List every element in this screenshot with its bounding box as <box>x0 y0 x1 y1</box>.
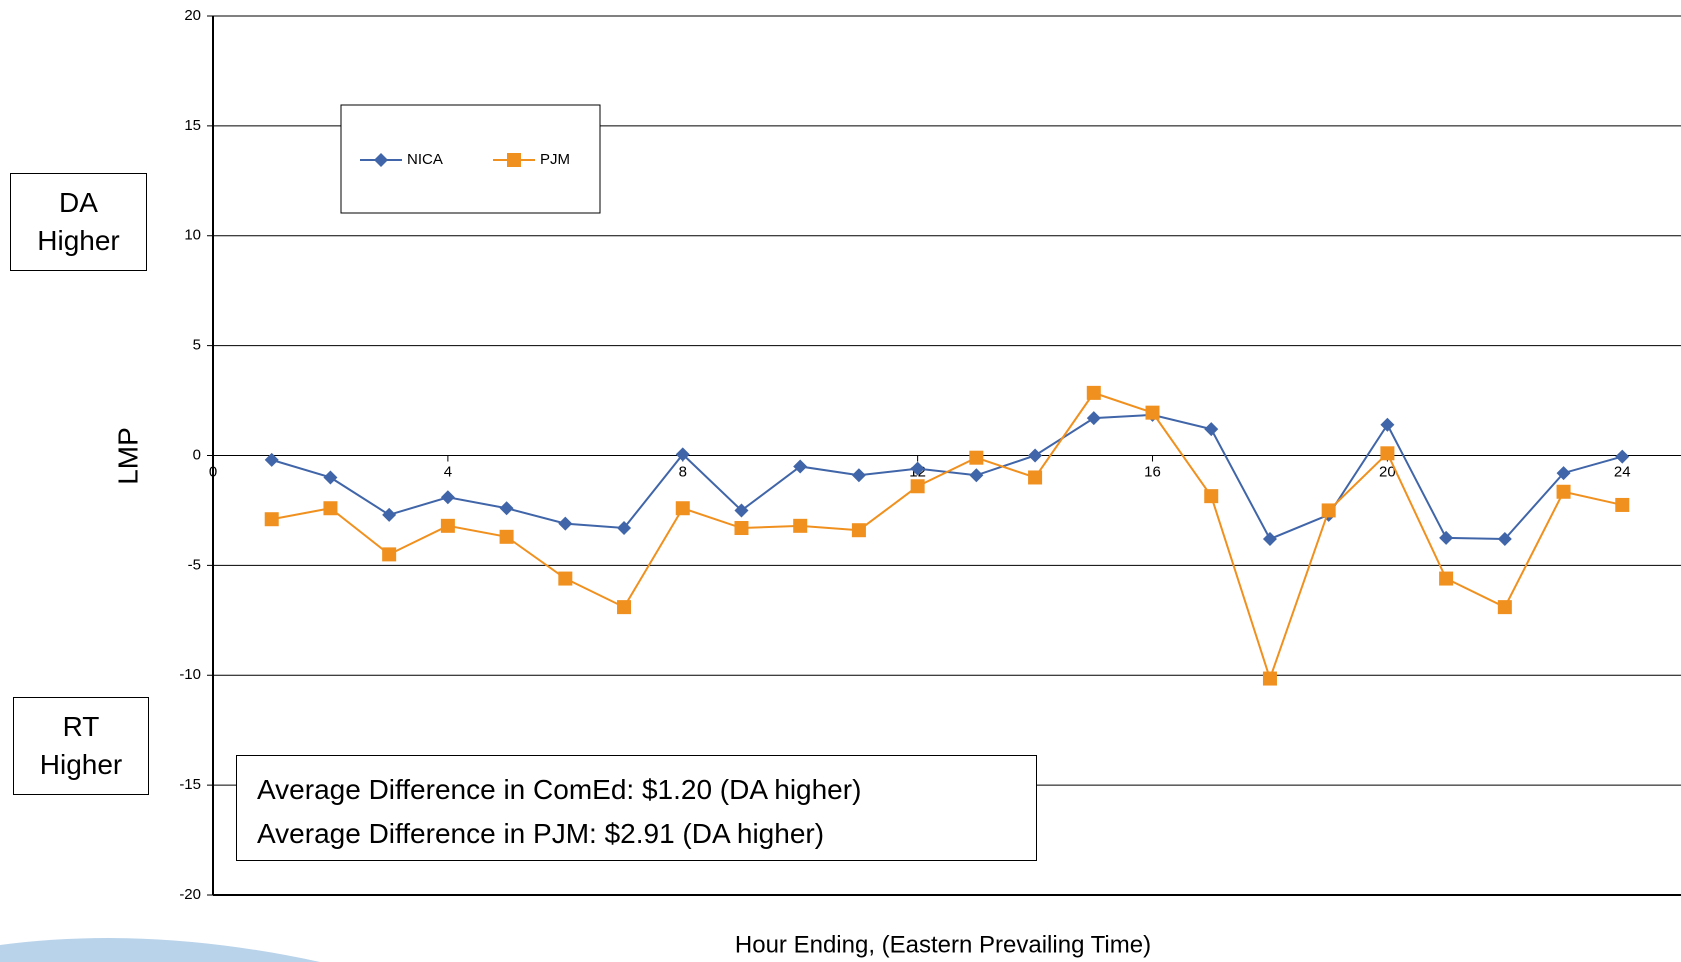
data-point <box>264 512 279 527</box>
data-point <box>617 521 632 536</box>
y-tick-label: 10 <box>184 227 201 244</box>
rt-higher-label: RT Higher <box>13 697 149 795</box>
x-tick-label: 0 <box>209 463 217 480</box>
series-line <box>271 391 1623 682</box>
x-tick-label: 20 <box>1379 463 1396 480</box>
data-point <box>969 468 984 483</box>
data-point <box>1556 466 1571 481</box>
data-point <box>323 501 338 516</box>
data-point <box>440 490 455 505</box>
data-point <box>969 450 984 465</box>
data-point <box>1556 484 1571 499</box>
data-point <box>1615 497 1630 512</box>
data-point <box>1497 600 1512 615</box>
decor-swoosh <box>0 937 320 962</box>
data-point <box>1615 449 1630 464</box>
data-point <box>1262 532 1277 547</box>
legend-marker <box>374 153 388 167</box>
data-point <box>558 571 573 586</box>
data-point <box>499 529 514 544</box>
data-point <box>617 600 632 615</box>
legend-label: PJM <box>540 151 570 168</box>
data-point <box>793 459 808 474</box>
data-point <box>1028 448 1043 463</box>
x-tick-label: 4 <box>444 463 452 480</box>
y-tick-label: 0 <box>193 446 201 463</box>
annotation: Average Difference in PJM: $2.91 (DA hig… <box>257 818 825 849</box>
x-tick-label: 8 <box>679 463 687 480</box>
data-point <box>734 503 749 518</box>
data-point <box>323 470 338 485</box>
data-point <box>1380 417 1395 432</box>
data-point <box>1145 405 1160 420</box>
legend-label: NICA <box>407 151 443 168</box>
data-point <box>1028 470 1043 485</box>
legend-marker <box>507 153 521 167</box>
y-tick-label: 5 <box>193 337 201 354</box>
x-tick-label: 16 <box>1144 463 1161 480</box>
data-point <box>1439 571 1454 586</box>
y-tick-label: -15 <box>179 776 201 793</box>
data-point <box>734 521 749 536</box>
da-higher-label: DA Higher <box>10 173 147 271</box>
data-point <box>1380 446 1395 461</box>
y-axis-label: LMP <box>112 427 143 485</box>
data-point <box>382 507 397 522</box>
data-point <box>851 523 866 538</box>
legend: NICA PJM <box>340 104 601 214</box>
da-text: DA Higher <box>37 187 120 256</box>
data-point <box>1086 385 1101 400</box>
rt-text: RT Higher <box>39 711 123 780</box>
x-axis-label: Hour Ending, (Eastern Prevailing Time) <box>735 931 1151 958</box>
data-point <box>1086 411 1101 426</box>
data-point <box>910 479 925 494</box>
data-point <box>851 468 866 483</box>
data-point <box>1321 503 1336 518</box>
y-tick-label: -5 <box>188 556 201 573</box>
data-point <box>264 452 279 467</box>
y-tick-label: -20 <box>179 886 201 903</box>
y-tick-label: -10 <box>179 666 201 683</box>
data-point <box>1204 422 1219 437</box>
data-point <box>382 547 397 562</box>
data-point <box>499 501 514 516</box>
data-point <box>558 516 573 531</box>
annotation-box: Average Difference in ComEd: $1.20 (DA h… <box>236 755 1037 861</box>
y-tick-label: 15 <box>184 117 201 134</box>
data-point <box>1204 489 1219 504</box>
data-point <box>675 447 690 462</box>
data-point <box>675 501 690 516</box>
data-point <box>1439 530 1454 545</box>
annotation: Average Difference in ComEd: $1.20 (DA h… <box>257 774 862 805</box>
data-point <box>910 461 925 476</box>
data-point <box>1262 671 1277 686</box>
y-tick-label: 20 <box>184 7 201 24</box>
data-point <box>440 518 455 533</box>
x-tick-label: 24 <box>1614 463 1631 480</box>
data-point <box>1497 532 1512 547</box>
data-point <box>793 518 808 533</box>
